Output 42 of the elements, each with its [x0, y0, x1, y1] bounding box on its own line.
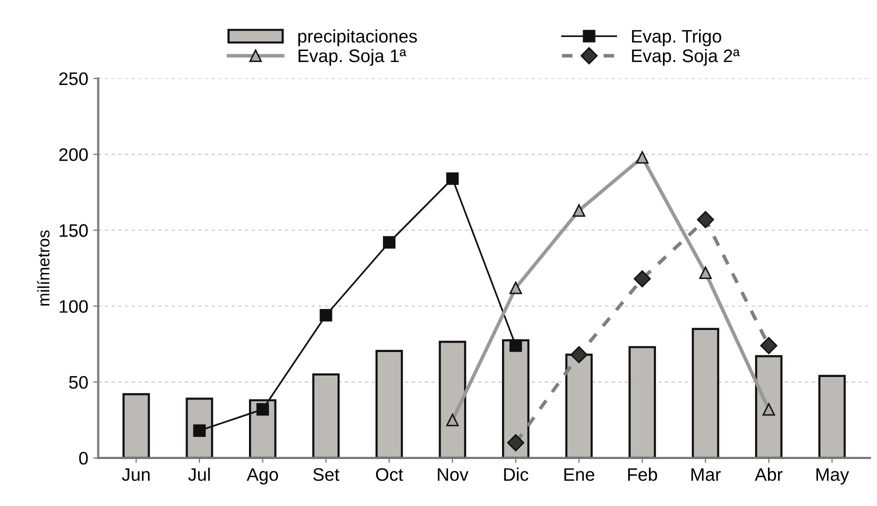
- x-tick-label: Nov: [438, 468, 468, 481]
- point: [572, 204, 586, 217]
- point: [382, 236, 396, 249]
- bar: [312, 373, 340, 458]
- y-tick-label: 150: [60, 224, 88, 237]
- x-tick-label: Feb: [628, 468, 658, 481]
- legend-label: Evap. Trigo: [632, 29, 722, 46]
- x-tick-label: Ago: [246, 468, 278, 484]
- point: [320, 308, 332, 322]
- legend-label: precipitaciones: [298, 29, 417, 46]
- legend-label: Evap. Soja 2ª: [632, 48, 740, 66]
- point: [446, 172, 459, 185]
- x-tick-label: May: [816, 468, 850, 484]
- bar: [692, 328, 720, 458]
- point: [509, 339, 522, 352]
- point: [636, 151, 648, 164]
- bar: [376, 350, 403, 458]
- y-axis-title: milímetros: [37, 230, 50, 306]
- bar: [438, 340, 466, 458]
- y-tick-label: 50: [69, 376, 88, 389]
- x-tick-label: Jul: [188, 468, 210, 481]
- x-tick-label: Abr: [754, 468, 783, 481]
- y-tick-label: 250: [59, 72, 88, 86]
- legend-label: Evap. Soja 1ª: [298, 48, 406, 66]
- bar: [628, 346, 656, 458]
- x-tick-label: Oct: [376, 468, 404, 481]
- bar: [818, 374, 846, 458]
- x-tick-label: Set: [313, 468, 340, 481]
- point: [256, 403, 269, 416]
- bar: [122, 393, 150, 458]
- y-tick-label: 100: [60, 300, 88, 313]
- y-tick-label: 0: [79, 452, 88, 465]
- x-tick-label: Dic: [504, 468, 528, 481]
- x-tick-label: Mar: [691, 468, 721, 481]
- y-tick-label: 200: [59, 148, 88, 162]
- point: [193, 424, 206, 437]
- point: [762, 403, 776, 416]
- x-tick-label: Jun: [122, 468, 150, 481]
- point: [446, 414, 459, 426]
- point: [699, 266, 712, 279]
- x-tick-label: Ene: [564, 468, 594, 481]
- point: [509, 282, 522, 294]
